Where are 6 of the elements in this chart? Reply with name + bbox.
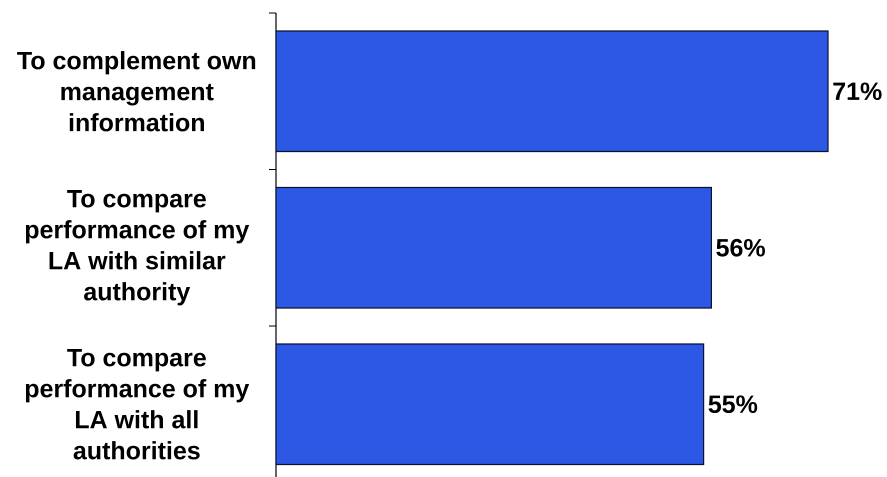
y-tick-label: To compare performance of my LA with similar authority [26, 190, 250, 306]
data-label: 56% [716, 238, 765, 257]
y-tick-label: To complement own management information [17, 51, 256, 132]
data-label: 55% [708, 395, 758, 414]
y-tick-label: To compare performance of my LA with all authorities [26, 349, 250, 460]
data-label: 71% [833, 82, 882, 100]
